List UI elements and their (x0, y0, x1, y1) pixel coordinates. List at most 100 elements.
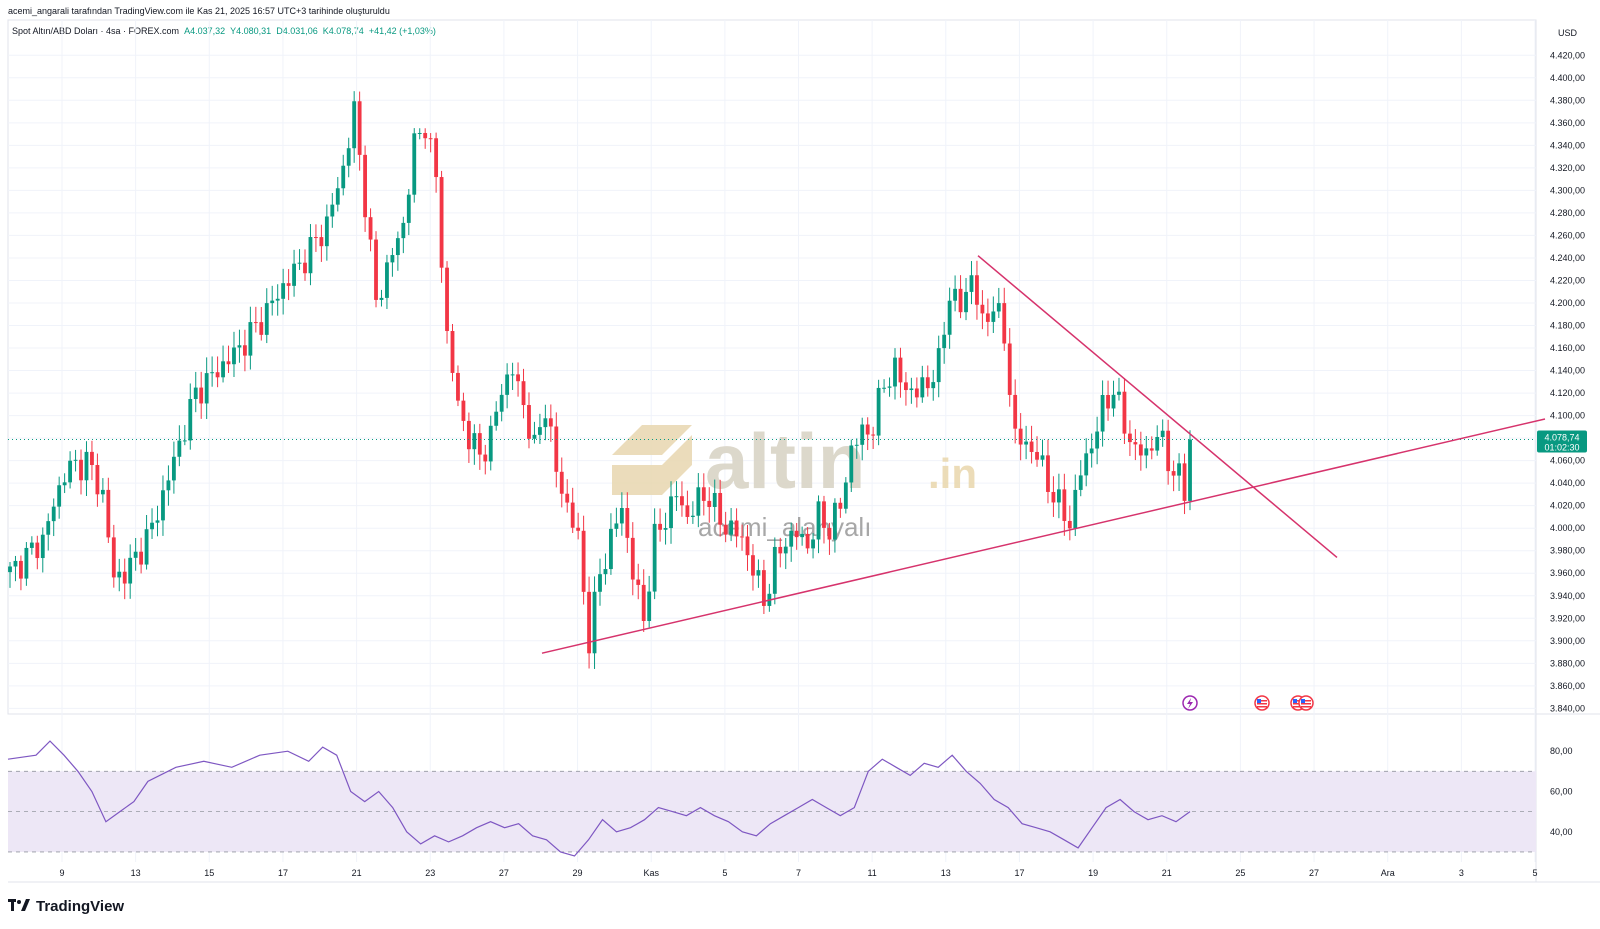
candle (253, 322, 258, 324)
candle (226, 361, 231, 365)
candle (57, 485, 62, 507)
x-tick-label: 21 (352, 868, 362, 878)
candle (1046, 455, 1050, 492)
y-tick-label: 3.860,00 (1550, 681, 1585, 691)
candle (144, 529, 149, 565)
candle (128, 557, 133, 584)
x-tick-label: 23 (425, 868, 435, 878)
rsi-line[interactable] (7, 740, 1191, 857)
candle (609, 528, 613, 570)
y-tick-label: 4.340,00 (1550, 140, 1585, 150)
y-tick-label: 3.960,00 (1550, 568, 1585, 578)
tradingview-logo[interactable]: TradingView (8, 898, 124, 915)
candle (1007, 343, 1012, 395)
candle (1056, 489, 1061, 503)
us-flag-event-icon[interactable] (1254, 695, 1270, 711)
candle (505, 374, 510, 395)
candle (1040, 455, 1045, 460)
y-tick-label: 4.400,00 (1550, 73, 1585, 83)
candle (1122, 391, 1127, 434)
candle (406, 194, 411, 223)
tradingview-brand: TradingView (36, 898, 125, 915)
candle (641, 584, 646, 622)
candle (374, 239, 378, 300)
y-tick-label: 3.840,00 (1550, 703, 1585, 713)
candle (95, 465, 100, 495)
candle (712, 492, 717, 507)
candle (975, 275, 979, 305)
candle (1144, 448, 1149, 456)
event-icons (1182, 695, 1314, 711)
candle (630, 537, 635, 580)
open-value: A4.037,32 (184, 26, 226, 36)
y-tick-label: 4.000,00 (1550, 523, 1585, 533)
candle (871, 434, 876, 436)
tradingview-logo-icon (8, 898, 30, 915)
lightning-event-icon[interactable] (1182, 695, 1198, 711)
symbol-name[interactable]: Spot Altın/ABD Doları · 4sa · FOREX.com (12, 26, 180, 36)
candle (450, 331, 455, 373)
descending-resistance-trendline[interactable] (977, 255, 1338, 559)
x-tick-label: 21 (1162, 868, 1172, 878)
x-tick-label: Ara (1381, 868, 1395, 878)
candle (980, 304, 985, 314)
candle (428, 138, 433, 140)
candle (472, 433, 477, 450)
y-tick-label: 3.900,00 (1550, 636, 1585, 646)
candle (210, 372, 215, 374)
close-value: K4.078,74 (322, 26, 364, 36)
candle (723, 524, 728, 535)
candle (24, 547, 29, 579)
us-flag-event-icon[interactable] (1298, 695, 1314, 711)
x-tick-label: 17 (278, 868, 288, 878)
candle (1188, 439, 1192, 501)
axes: 4.420,00 4.400,00 4.380,00 4.360,00 4.340,00… (59, 28, 1587, 878)
candle (1062, 489, 1067, 521)
candle (264, 303, 269, 335)
candle (35, 542, 40, 559)
candle (150, 522, 154, 530)
ascending-support-trendline[interactable] (541, 418, 1546, 654)
candle (166, 480, 171, 491)
high-value: Y4.080,31 (230, 26, 272, 36)
candle (286, 283, 291, 286)
candle (13, 560, 18, 567)
candle (1177, 463, 1181, 476)
candle (461, 400, 466, 421)
candle (1117, 391, 1121, 395)
currency-label[interactable]: USD (1558, 28, 1578, 38)
candle (1002, 303, 1007, 344)
candle (543, 418, 548, 428)
y-tick-label: 3.880,00 (1550, 658, 1585, 668)
candle (685, 505, 690, 517)
candle (925, 377, 930, 389)
candle (335, 188, 340, 205)
y-tick-label: 3.980,00 (1550, 546, 1585, 556)
candle (494, 411, 499, 426)
candle (832, 502, 837, 540)
candle (357, 101, 362, 155)
candle (417, 132, 422, 134)
candle (1089, 448, 1094, 454)
x-tick-label: 9 (59, 868, 64, 878)
candle (308, 237, 313, 274)
candle (1073, 489, 1078, 529)
candle (368, 217, 373, 240)
candle (232, 347, 236, 365)
candle (581, 530, 586, 592)
candle (483, 454, 488, 462)
candle (527, 405, 531, 439)
candle (122, 571, 127, 584)
rsi-pane (7, 740, 1536, 857)
candle (73, 459, 78, 461)
candle (193, 387, 198, 400)
candle (385, 262, 389, 298)
candle (887, 386, 892, 388)
candle (652, 523, 657, 592)
candle (1024, 441, 1029, 445)
candle (516, 374, 520, 382)
x-tick-label: 19 (1088, 868, 1098, 878)
candle (811, 539, 815, 549)
candle (51, 506, 56, 522)
